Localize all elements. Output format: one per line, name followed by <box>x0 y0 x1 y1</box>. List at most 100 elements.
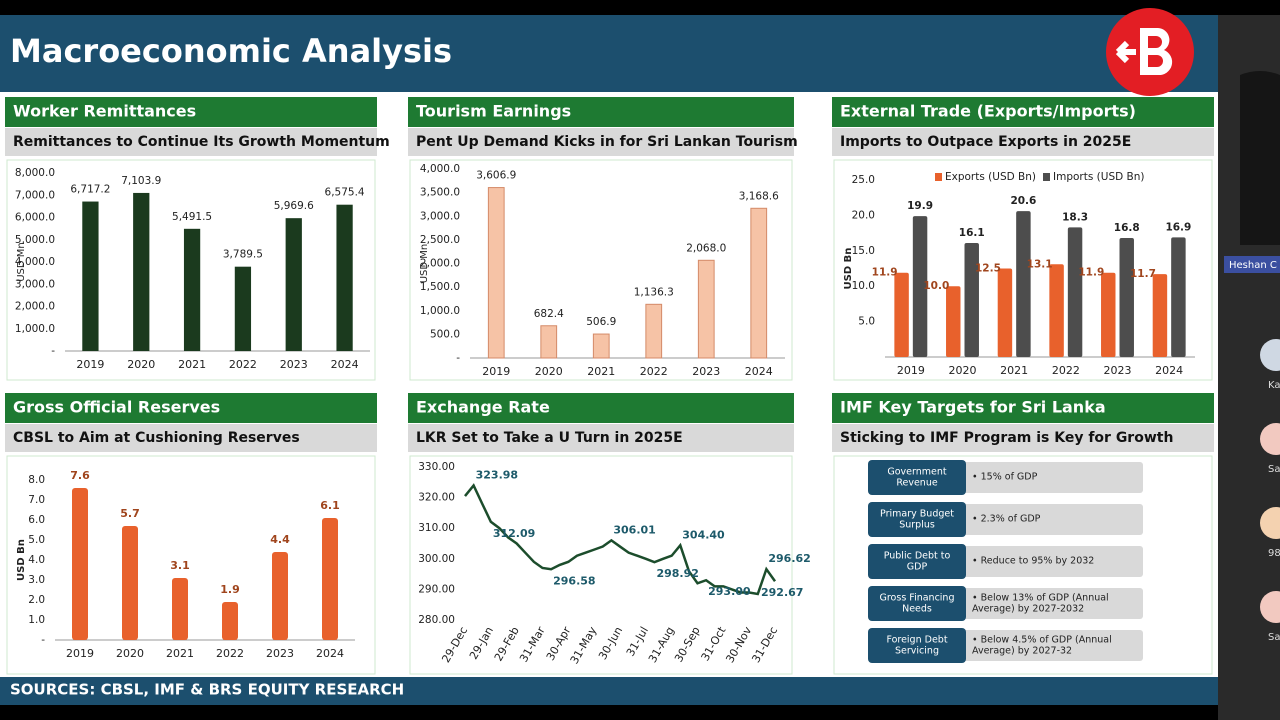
value-label: 292.67 <box>761 586 803 599</box>
y-tick-label: 3,500.0 <box>420 187 460 199</box>
value-label: 3,789.5 <box>223 249 263 261</box>
x-tick-label: 2021 <box>1000 364 1028 377</box>
value-label: 4.4 <box>270 533 290 546</box>
y-tick-label: 310.00 <box>418 522 455 534</box>
value-label: 7,103.9 <box>121 175 161 187</box>
legend-swatch <box>1043 173 1050 181</box>
value-label: 18.3 <box>1062 211 1088 223</box>
panel-subheader <box>408 424 794 452</box>
panel-subheader <box>832 424 1214 452</box>
target-bar <box>960 546 1143 577</box>
y-tick-label: - <box>51 345 55 357</box>
value-label: 312.09 <box>493 527 535 540</box>
bar <box>645 303 663 359</box>
participant-avatar <box>1260 423 1280 455</box>
bar <box>82 201 99 351</box>
panel-header <box>832 393 1214 423</box>
bar <box>1152 274 1168 357</box>
bar <box>1119 238 1134 357</box>
bar <box>222 602 238 640</box>
value-label: 11.7 <box>1130 268 1156 280</box>
panel-subtitle: Sticking to IMF Program is Key for Growt… <box>840 430 1173 446</box>
x-tick-label: 2022 <box>229 358 257 371</box>
y-tick-label: 280.00 <box>418 614 455 626</box>
target-value: • Below 13% of GDP (Annual Average) by 20… <box>972 592 1109 614</box>
value-label: 323.98 <box>476 468 518 481</box>
panel-subtitle: CBSL to Aim at Cushioning Reserves <box>13 430 300 446</box>
panel-subtitle: Remittances to Continue Its Growth Momen… <box>13 134 390 150</box>
x-tick-label: 2022 <box>216 647 244 660</box>
logo-arrow <box>1115 40 1136 64</box>
y-tick-label: 7,000.0 <box>15 189 55 201</box>
x-tick-label: 2021 <box>178 358 206 371</box>
value-label: 293.00 <box>708 585 751 598</box>
y-tick-label: 3,000.0 <box>15 278 55 290</box>
bar <box>697 259 715 359</box>
bar <box>234 266 252 351</box>
y-tick-label: 10.0 <box>852 280 875 292</box>
value-label: 298.92 <box>656 567 698 580</box>
x-tick-label: 2024 <box>331 358 359 371</box>
value-label: 11.9 <box>872 267 898 279</box>
value-label: 3.1 <box>170 559 190 572</box>
panel-subheader <box>408 128 794 156</box>
target-value: • Below 4.5% of GDP (Annual Average) by 2… <box>972 634 1112 656</box>
target-bar <box>960 504 1143 535</box>
sources: SOURCES: CBSL, IMF & BRS EQUITY RESEARCH <box>10 681 404 699</box>
value-label: 296.58 <box>553 574 595 587</box>
bar <box>894 272 909 357</box>
chart-box <box>6 455 376 675</box>
value-label: 6,575.4 <box>325 187 365 199</box>
panel-subheader <box>5 128 377 156</box>
panel-title: Tourism Earnings <box>416 102 571 121</box>
value-label: 682.4 <box>534 308 564 320</box>
panel-subheader <box>5 424 377 452</box>
y-tick-label: - <box>41 634 45 646</box>
x-tick-label: 2019 <box>897 364 925 377</box>
bar <box>72 488 88 640</box>
panel-header <box>5 97 377 127</box>
y-axis-label: USD Bn <box>16 539 27 581</box>
x-tick-label: 2022 <box>1052 364 1080 377</box>
legend-label: Exports (USD Bn) <box>945 171 1036 183</box>
panel-title: Gross Official Reserves <box>13 398 220 417</box>
target-value: • 15% of GDP <box>972 472 1038 483</box>
x-tick-label: 2020 <box>116 647 144 660</box>
target-bar <box>960 462 1143 493</box>
target-label: Gross Financing Needs <box>880 592 955 614</box>
value-label: 506.9 <box>586 316 616 328</box>
value-label: 16.8 <box>1114 222 1140 234</box>
x-tick-label: 2021 <box>587 365 615 378</box>
panel-subheader <box>832 128 1214 156</box>
logo-b <box>1140 28 1173 76</box>
panel-title: External Trade (Exports/Imports) <box>840 102 1136 121</box>
panel-header <box>5 393 377 423</box>
value-label: 296.62 <box>768 552 810 565</box>
value-label: 20.6 <box>1010 195 1036 207</box>
target-label-box <box>868 628 966 663</box>
x-tick-label: 2022 <box>640 365 668 378</box>
y-tick-label: 290.00 <box>418 583 455 595</box>
y-tick-label: 8,000.0 <box>15 167 55 179</box>
bar <box>1016 211 1031 357</box>
x-tick-label: 2019 <box>66 647 94 660</box>
x-tick-label: 2024 <box>1155 364 1183 377</box>
presenter-video <box>1240 71 1280 245</box>
bar <box>1171 237 1186 357</box>
target-bar <box>960 588 1143 619</box>
y-tick-label: 500.0 <box>430 328 460 340</box>
panel-subtitle: Pent Up Demand Kicks in for Sri Lankan T… <box>416 134 798 150</box>
value-label: 16.9 <box>1165 221 1191 233</box>
bar <box>133 192 150 351</box>
y-axis-label: USD Mn <box>16 242 27 282</box>
target-value: • 2.3% of GDP <box>972 514 1041 525</box>
participant-name: Sa <box>1268 464 1280 475</box>
target-label-box <box>868 544 966 579</box>
target-label-box <box>868 460 966 495</box>
y-tick-label: 300.00 <box>418 553 455 565</box>
panel-header <box>832 97 1214 127</box>
x-tick-label: 2023 <box>692 365 720 378</box>
panel-subtitle: Imports to Outpace Exports in 2025E <box>840 134 1131 150</box>
